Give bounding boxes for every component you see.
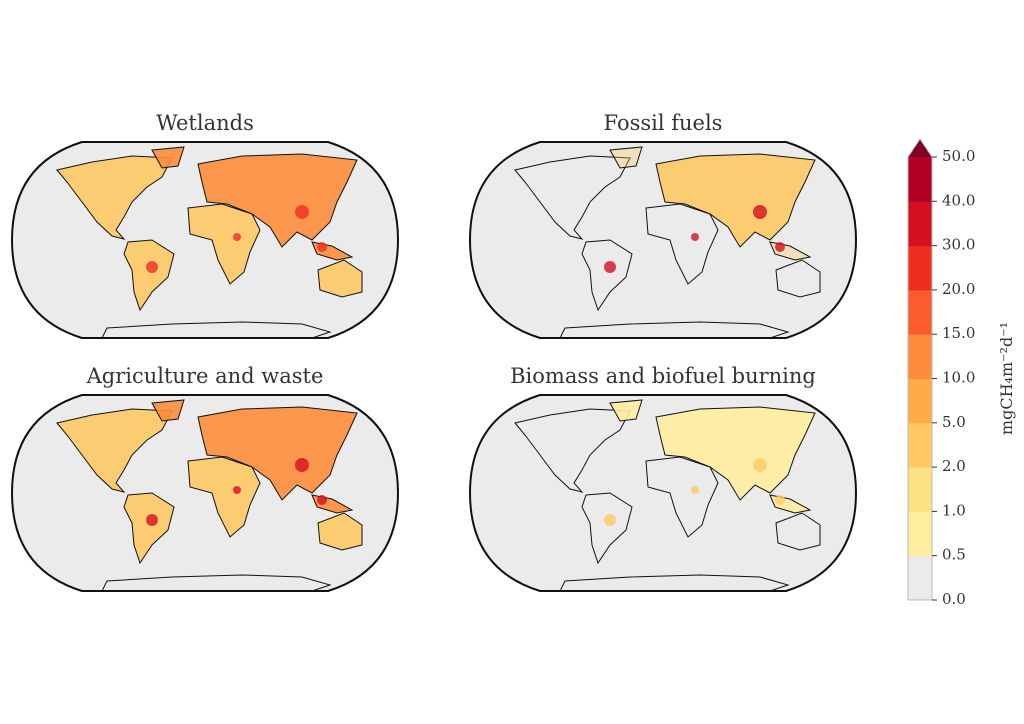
colorbar-tick-label: 1.0: [942, 501, 966, 519]
colorbar-tick-label: 50.0: [942, 147, 975, 165]
continent: [645, 203, 719, 285]
colorbar-segment: [908, 157, 932, 202]
hotspot: [691, 486, 699, 494]
colorbar-tick-label: 40.0: [942, 191, 975, 209]
colorbar-segment: [908, 334, 932, 379]
colorbar-segment: [908, 289, 932, 335]
hotspot: [753, 458, 767, 472]
hotspot: [295, 205, 309, 219]
colorbar-label: mgCH₄m⁻²d⁻¹: [997, 322, 1016, 435]
colorbar-tick-label: 0.5: [942, 546, 966, 564]
colorbar-segment: [908, 555, 932, 601]
hotspot: [691, 233, 699, 241]
hotspot: [775, 242, 785, 252]
continent: [581, 239, 633, 312]
colorbar-tick-label: 30.0: [942, 236, 975, 254]
continent: [151, 399, 185, 422]
colorbar-extend: [908, 139, 932, 157]
continent: [187, 456, 261, 538]
colorbar-tick-label: 0.0: [942, 590, 966, 608]
hotspot: [775, 495, 785, 505]
hotspot: [604, 261, 616, 273]
panel-title: Fossil fuels: [604, 111, 723, 135]
hotspot: [317, 495, 327, 505]
hotspot: [753, 205, 767, 219]
continent: [514, 408, 631, 493]
continent: [317, 512, 363, 551]
hotspot: [295, 458, 309, 472]
continent: [645, 456, 719, 538]
map-panel: [468, 141, 858, 339]
hotspot: [233, 233, 241, 241]
continent: [655, 153, 816, 248]
hotspot: [146, 514, 158, 526]
hotspot: [317, 242, 327, 252]
colorbar-tick-label: 10.0: [942, 369, 975, 387]
map-panel: [10, 394, 400, 592]
map-outline: [10, 141, 400, 339]
continent: [187, 203, 261, 285]
continent: [609, 399, 643, 422]
continent: [581, 492, 633, 565]
continent: [655, 406, 816, 501]
map-outline: [10, 394, 400, 592]
colorbar-tick-label: 2.0: [942, 457, 966, 475]
map-panel: [468, 394, 858, 592]
continent: [123, 492, 175, 565]
panel-title: Biomass and biofuel burning: [510, 364, 816, 388]
colorbar-segment: [908, 245, 932, 291]
continent: [56, 155, 173, 240]
map-panel: [10, 141, 400, 339]
colorbar-segment: [908, 422, 932, 468]
continent: [197, 406, 358, 501]
colorbar-tick-label: 15.0: [942, 324, 975, 342]
continent: [123, 239, 175, 312]
colorbar-segment: [908, 467, 932, 512]
colorbar-tick-label: 20.0: [942, 280, 975, 298]
map-outline: [468, 394, 858, 592]
continent: [56, 408, 173, 493]
colorbar-frame: [907, 138, 933, 601]
panel-title: Agriculture and waste: [86, 364, 324, 388]
continent: [317, 259, 363, 298]
colorbar-segment: [908, 201, 932, 247]
continent: [197, 153, 358, 248]
map-outline: [468, 141, 858, 339]
continent: [775, 259, 821, 298]
colorbar-segment: [908, 511, 932, 557]
continent: [151, 146, 185, 169]
continent: [514, 155, 631, 240]
panel-title: Wetlands: [156, 111, 254, 135]
hotspot: [604, 514, 616, 526]
hotspot: [233, 486, 241, 494]
hotspot: [146, 261, 158, 273]
colorbar-segment: [908, 378, 932, 424]
continent: [609, 146, 643, 169]
colorbar-tick-label: 5.0: [942, 413, 966, 431]
continent: [775, 512, 821, 551]
